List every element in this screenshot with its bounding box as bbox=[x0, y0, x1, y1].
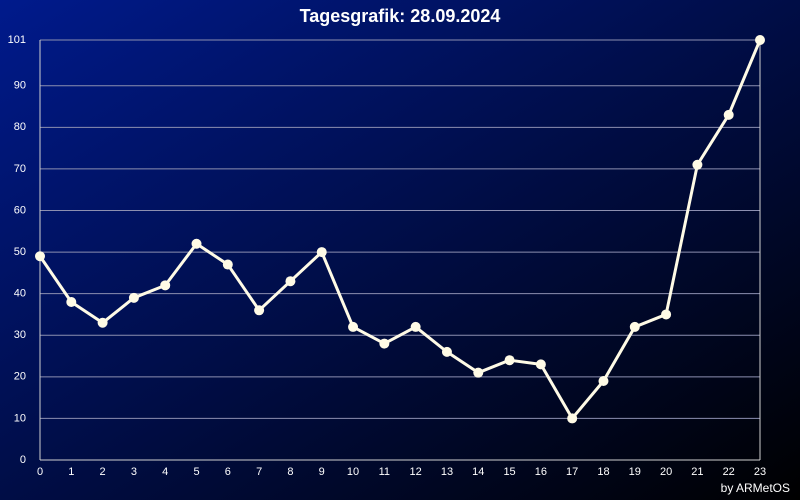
credit: by ARMetOS bbox=[721, 481, 790, 495]
chart-title: Tagesgrafik: 28.09.2024 bbox=[300, 6, 501, 26]
x-tick-label: 20 bbox=[660, 466, 672, 478]
x-tick-label: 5 bbox=[193, 466, 199, 478]
point bbox=[222, 259, 233, 270]
point bbox=[535, 359, 546, 370]
y-tick-label: 40 bbox=[14, 288, 26, 300]
x-tick-label: 21 bbox=[691, 466, 703, 478]
point bbox=[504, 355, 515, 366]
x-tick-label: 9 bbox=[319, 466, 325, 478]
point bbox=[66, 296, 77, 307]
x-tick-label: 11 bbox=[379, 466, 390, 478]
x-tick-label: 3 bbox=[131, 466, 137, 478]
point bbox=[441, 346, 452, 357]
x-tick-label: 13 bbox=[441, 466, 453, 478]
x-tick-label: 19 bbox=[629, 466, 641, 478]
y-tick-label: 50 bbox=[14, 246, 26, 258]
point bbox=[473, 367, 484, 378]
x-tick-label: 2 bbox=[100, 466, 106, 478]
point bbox=[97, 317, 108, 328]
y-tick-label: 90 bbox=[14, 80, 26, 92]
x-tick-label: 15 bbox=[503, 466, 515, 478]
point bbox=[348, 321, 359, 332]
point bbox=[35, 251, 45, 262]
x-tick-label: 7 bbox=[256, 466, 262, 478]
point bbox=[661, 309, 672, 320]
x-tick-label: 18 bbox=[597, 466, 609, 478]
y-tick-label: 80 bbox=[14, 121, 26, 133]
x-tick-label: 23 bbox=[754, 466, 766, 478]
y-tick-label: 60 bbox=[14, 204, 26, 216]
x-tick-label: 4 bbox=[162, 466, 168, 478]
point bbox=[410, 321, 421, 332]
point bbox=[755, 35, 765, 45]
point bbox=[254, 305, 265, 316]
point bbox=[567, 413, 578, 424]
point bbox=[128, 292, 139, 303]
y-tick-label: 10 bbox=[14, 412, 26, 424]
x-tick-label: 8 bbox=[287, 466, 293, 478]
point bbox=[191, 238, 202, 249]
x-tick-label: 10 bbox=[347, 466, 359, 478]
x-tick-label: 16 bbox=[535, 466, 547, 478]
x-tick-label: 14 bbox=[472, 466, 484, 478]
x-tick-label: 22 bbox=[723, 466, 735, 478]
y-tick-label: 70 bbox=[14, 163, 26, 175]
point bbox=[316, 247, 327, 258]
point bbox=[160, 280, 171, 291]
point bbox=[285, 276, 296, 287]
point bbox=[598, 375, 609, 386]
x-tick-label: 1 bbox=[68, 466, 74, 478]
y-tick-label: 30 bbox=[14, 329, 26, 341]
x-tick-label: 12 bbox=[410, 466, 422, 478]
y-tick-label: 101 bbox=[8, 34, 26, 46]
y-tick-label: 20 bbox=[14, 371, 26, 383]
x-tick-label: 0 bbox=[37, 466, 43, 478]
point bbox=[379, 338, 390, 349]
point bbox=[692, 159, 703, 170]
x-tick-label: 17 bbox=[566, 466, 578, 478]
line bbox=[38, 39, 762, 420]
y-tick-label: 0 bbox=[20, 454, 26, 466]
x-tick-label: 6 bbox=[225, 466, 231, 478]
point bbox=[723, 109, 734, 120]
point bbox=[629, 321, 640, 332]
